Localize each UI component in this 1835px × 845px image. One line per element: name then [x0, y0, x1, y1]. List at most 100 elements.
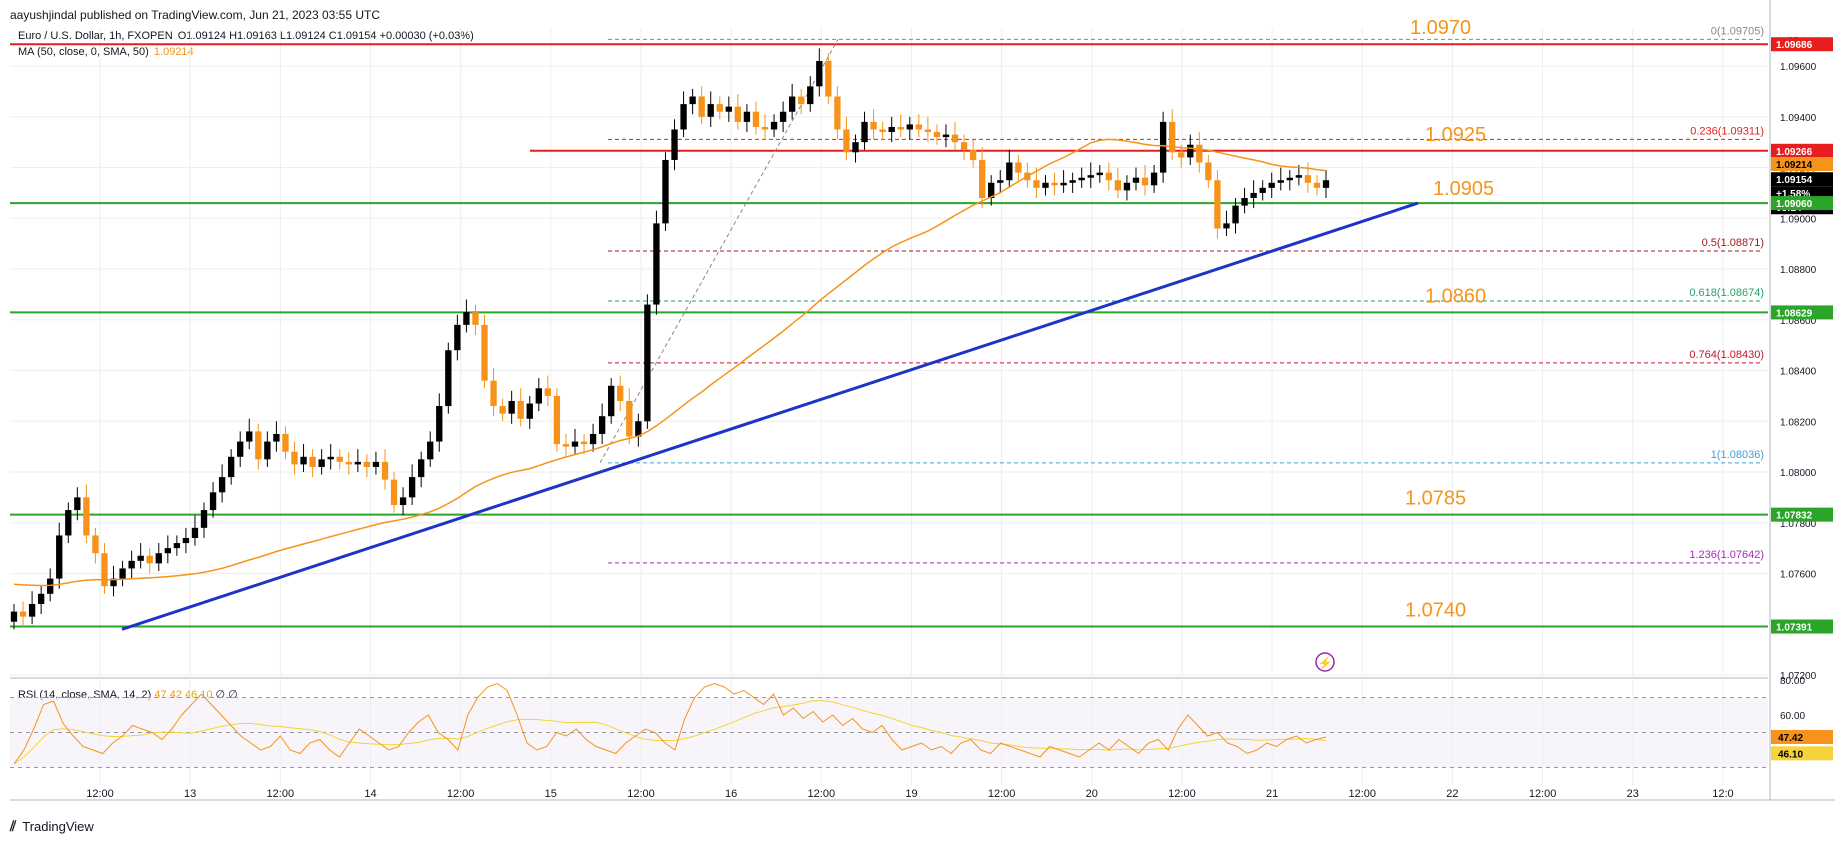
- candle-body: [237, 441, 244, 457]
- rsi-band: [10, 697, 1768, 768]
- candle-body: [978, 159, 986, 198]
- candle-body: [173, 543, 181, 549]
- candle-body: [933, 132, 941, 138]
- candle-body: [734, 106, 742, 122]
- candle-body: [427, 441, 434, 460]
- candle-body: [644, 304, 651, 422]
- fib-level-label: 1.236(1.07642): [1689, 549, 1764, 561]
- candle-body: [1223, 223, 1230, 229]
- candle-body: [291, 451, 298, 465]
- candle-body: [743, 111, 751, 122]
- rsi-sma-tag-bg: [1771, 746, 1833, 761]
- candle-body: [1051, 182, 1058, 186]
- fib-level-label: 0.5(1.08871): [1702, 237, 1764, 249]
- ma-label[interactable]: MA (50, close, 0, SMA, 50): [18, 46, 149, 58]
- candle-body: [951, 134, 959, 143]
- rsi-line: [13, 682, 1327, 765]
- candle-body: [798, 96, 805, 105]
- candle-body: [1105, 172, 1113, 181]
- candle-body: [37, 593, 45, 604]
- time-tick-label: 12:00: [86, 788, 114, 800]
- candle-body: [83, 497, 90, 536]
- candle-body: [1259, 187, 1266, 193]
- candle-body: [716, 104, 723, 112]
- candle-body: [752, 111, 760, 127]
- candle-body: [246, 431, 253, 442]
- level-label: 1.0925: [1425, 124, 1486, 146]
- candle-body: [915, 124, 922, 130]
- price-tag-label: 1.09060: [1776, 199, 1813, 210]
- trend-line: [121, 201, 1419, 631]
- candle-body: [1313, 182, 1321, 188]
- time-tick-label: 23: [1627, 788, 1639, 800]
- candle-body: [1042, 182, 1049, 188]
- candle-body: [454, 324, 461, 351]
- price-tag-label: 1.09686: [1776, 40, 1813, 51]
- candle-body: [47, 578, 54, 594]
- candle-body: [390, 479, 398, 506]
- candle-body: [418, 459, 425, 478]
- candle-body: [218, 477, 226, 493]
- price-tick-label: 1.07800: [1780, 519, 1817, 530]
- candle-body: [336, 456, 343, 462]
- candle-body: [209, 492, 217, 511]
- candle-body: [897, 126, 904, 130]
- rsi-tick-label: 60.00: [1780, 711, 1805, 722]
- symbol-name[interactable]: Euro / U.S. Dollar, 1h, FXOPEN: [18, 30, 173, 42]
- candle-body: [227, 456, 235, 478]
- rsi-sma-line: [13, 699, 1327, 765]
- candle-body: [698, 96, 705, 117]
- time-tick-label: 12:00: [267, 788, 295, 800]
- candle-body: [1295, 175, 1303, 178]
- price-tick-label: 1.08600: [1780, 316, 1817, 327]
- candle-body: [1304, 175, 1312, 183]
- candle-body: [761, 126, 769, 130]
- level-label: 1.0860: [1425, 285, 1486, 307]
- candle-body: [381, 461, 389, 480]
- candle-body: [200, 510, 208, 528]
- candle-body: [182, 537, 190, 544]
- price-tick-label: 1.09600: [1780, 62, 1817, 73]
- candle-body: [807, 86, 814, 105]
- price-tag-bg: [1771, 143, 1833, 158]
- candle-body: [1187, 144, 1194, 158]
- candle-body: [399, 497, 407, 506]
- price-tick-label: 1.09000: [1780, 214, 1817, 225]
- candle-body: [834, 96, 841, 130]
- candle-body: [1132, 177, 1140, 183]
- candle-body: [92, 535, 99, 554]
- candle-body: [463, 312, 470, 325]
- price-tag-label: +1.58%: [1776, 189, 1810, 200]
- time-tick-label: 15: [545, 788, 557, 800]
- candle-body: [608, 385, 615, 417]
- candle-body: [508, 400, 515, 414]
- publication-header: aayushjindal published on TradingView.co…: [10, 8, 381, 22]
- candle-body: [1277, 180, 1284, 183]
- candle-body: [689, 96, 696, 105]
- ohlc-values: O1.09124 H1.09163 L1.09124 C1.09154 +0.0…: [177, 30, 474, 42]
- price-axis-bg: [1770, 0, 1835, 800]
- candle-body: [1169, 121, 1176, 153]
- rsi-tag-bg: [1771, 730, 1833, 745]
- candle-body: [1250, 192, 1257, 198]
- candle-body: [725, 106, 732, 112]
- candle-body: [988, 182, 995, 198]
- price-tick-label: 1.08000: [1780, 468, 1817, 479]
- time-tick-label: 21: [1266, 788, 1278, 800]
- candle-body: [155, 553, 162, 564]
- candle-body: [906, 124, 913, 130]
- candle-body: [888, 126, 895, 133]
- candle-body: [309, 456, 316, 467]
- time-tick-label: 22: [1446, 788, 1458, 800]
- candle-body: [562, 444, 570, 447]
- time-tick-label: 12:00: [447, 788, 475, 800]
- time-tick-label: 20: [1086, 788, 1098, 800]
- candle-body: [1241, 197, 1248, 206]
- candle-body: [327, 456, 334, 460]
- candle-body: [10, 611, 18, 622]
- ma-value: 1.09214: [153, 46, 194, 58]
- candle-body: [1150, 172, 1158, 186]
- candle-body: [942, 134, 950, 138]
- fib-level-label: 0.618(1.08674): [1689, 287, 1764, 299]
